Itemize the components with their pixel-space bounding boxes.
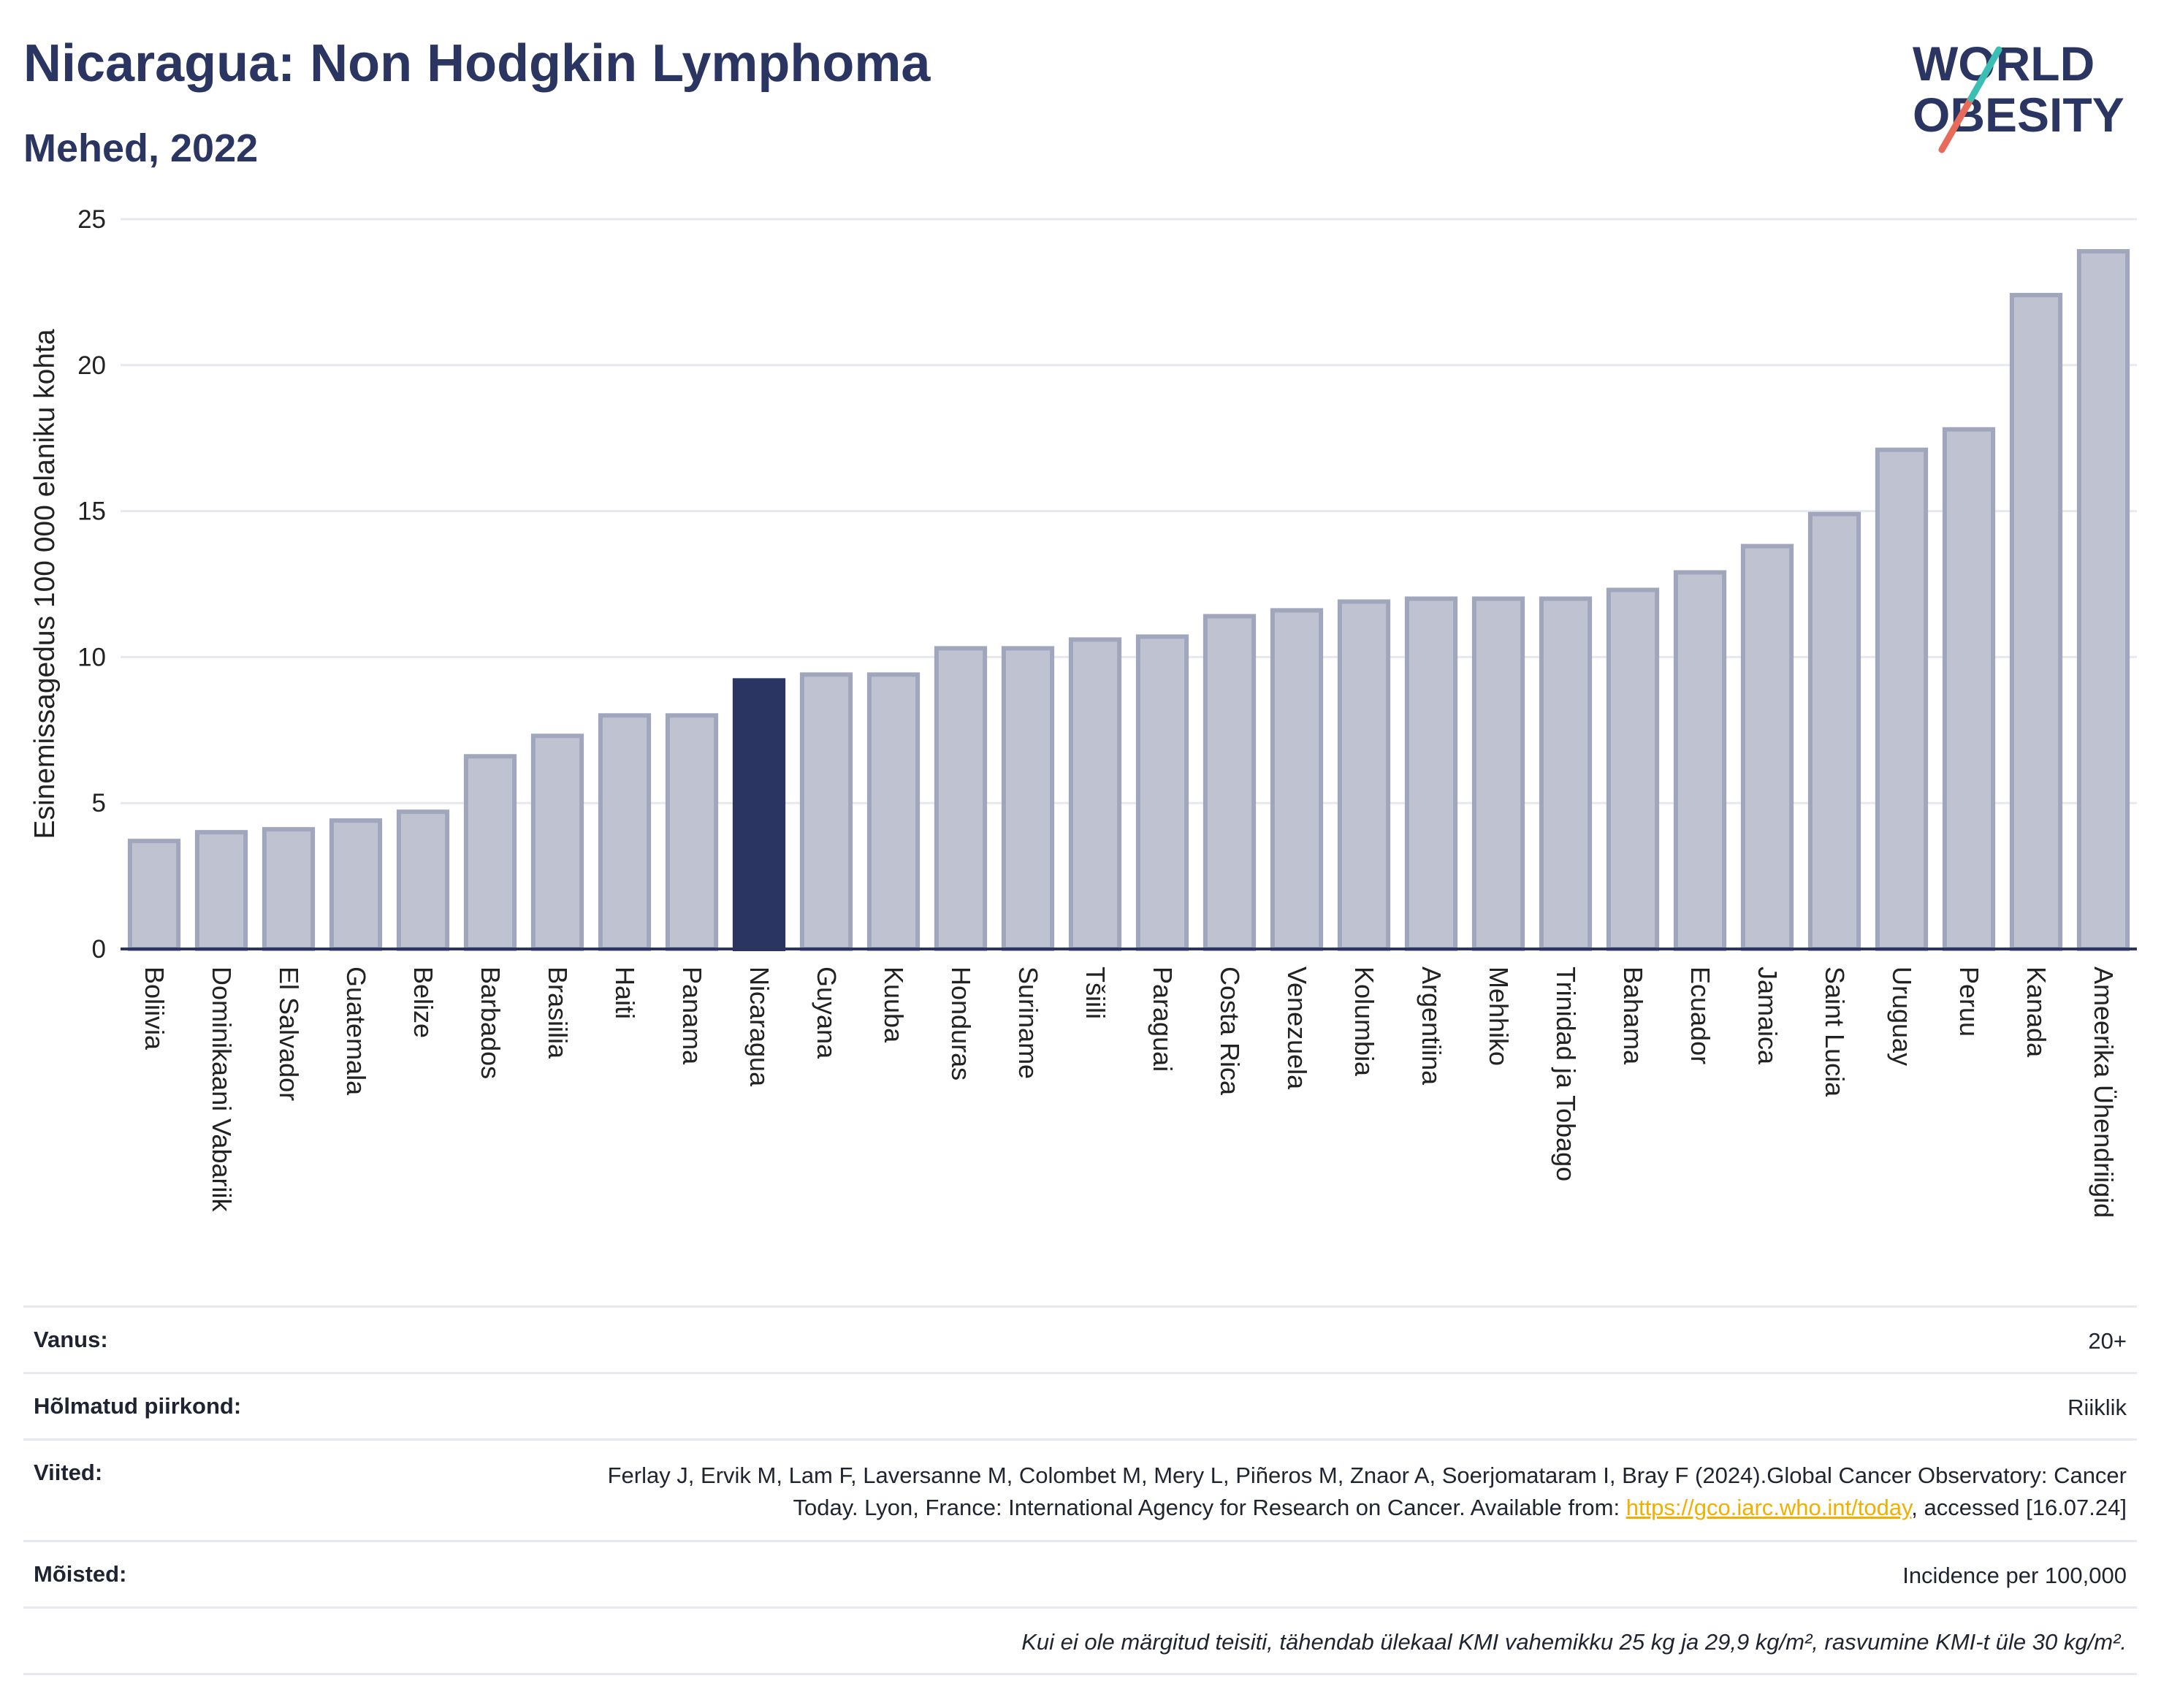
meta-value-note: Kui ei ole märgitud teisiti, tähendab ül…	[1021, 1629, 2127, 1655]
y-tick-label: 5	[92, 789, 106, 817]
y-axis-label: Esinemissagedus 100 000 elaniku kohta	[29, 329, 61, 839]
x-tick-label: Kolumbia	[1349, 967, 1379, 1077]
bar	[934, 646, 988, 951]
x-tick-label: Brasiilia	[543, 967, 573, 1059]
x-tick-label: Haiti	[610, 967, 640, 1019]
x-tick-label: Tšiili	[1080, 967, 1110, 1019]
bar	[1404, 596, 1458, 951]
y-tick-label: 15	[77, 497, 106, 526]
logo-slash-red	[1938, 95, 1975, 153]
meta-label-region: Hõlmatud piirkond:	[34, 1393, 242, 1419]
bar	[329, 818, 383, 952]
x-tick-label: Boliivia	[140, 967, 169, 1051]
bar	[1471, 596, 1525, 951]
bar	[530, 733, 584, 951]
bar	[665, 713, 719, 951]
bar	[1740, 544, 1794, 951]
meta-value-definitions: Incidence per 100,000	[1902, 1563, 2127, 1588]
meta-row-definitions: Mõisted: Incidence per 100,000	[23, 1540, 2137, 1606]
reference-accessed: , accessed [16.07.24]	[1911, 1495, 2127, 1520]
bar-chart: 0 5 10 15 20 25 Esinemissagedus 100 000 elanik…	[29, 205, 2137, 1218]
bar	[1539, 596, 1593, 951]
bar	[1942, 427, 1996, 951]
x-tick-label: Dominikaani Vabariik	[207, 967, 237, 1212]
x-tick-label: Mehhiko	[1484, 967, 1514, 1066]
bar	[1135, 634, 1189, 951]
bar	[598, 713, 652, 951]
meta-value-age: 20+	[2088, 1328, 2127, 1354]
bar	[1068, 637, 1122, 951]
reference-link[interactable]: https://gco.iarc.who.int/today	[1625, 1495, 1912, 1520]
bar	[1337, 599, 1391, 951]
bar	[2009, 292, 2063, 951]
bar	[799, 672, 853, 951]
bar	[1203, 614, 1257, 951]
logo-line-1: WORLD	[1913, 37, 2095, 91]
x-tick-label: Panama	[677, 967, 707, 1065]
x-tick-label: Kanada	[2021, 967, 2051, 1058]
bar	[194, 830, 248, 952]
x-tick-label: Jamaica	[1753, 967, 1783, 1065]
y-tick-label: 0	[92, 935, 106, 964]
x-tick-label: El Salvador	[274, 967, 304, 1101]
x-tick-label: Venezuela	[1282, 967, 1312, 1090]
bar	[1807, 511, 1861, 951]
meta-value-references: Ferlay J, Ervik M, Lam F, Laversanne M, …	[607, 1460, 2127, 1524]
metadata-table: Vanus: 20+ Hõlmatud piirkond: Riiklik Vi…	[23, 1305, 2137, 1675]
meta-label-age: Vanus:	[34, 1327, 108, 1352]
x-tick-label: Saint Lucia	[1820, 967, 1850, 1097]
x-tick-label: Kuuba	[879, 967, 909, 1043]
meta-label-definitions: Mõisted:	[34, 1561, 127, 1587]
bar	[2076, 248, 2130, 951]
bar	[1673, 570, 1727, 951]
x-tick-label: Honduras	[946, 967, 976, 1080]
bar	[1875, 447, 1929, 951]
bar	[262, 827, 316, 951]
meta-row-references: Viited: Ferlay J, Ervik M, Lam F, Lavers…	[23, 1438, 2137, 1540]
bar	[1001, 646, 1055, 951]
x-tick-label: Paraguai	[1148, 967, 1178, 1072]
x-tick-label: Bahama	[1618, 967, 1648, 1065]
reference-text: Ferlay J, Ervik M, Lam F, Laversanne M, …	[607, 1463, 2127, 1520]
x-tick-label: Costa Rica	[1215, 967, 1245, 1096]
chart-subtitle: Mehed, 2022	[23, 126, 259, 170]
logo-slash-teal	[1967, 46, 2002, 102]
bar	[866, 672, 921, 951]
meta-row-age: Vanus: 20+	[23, 1305, 2137, 1372]
y-tick-label: 20	[77, 351, 106, 380]
bar	[127, 839, 181, 951]
x-tick-label: Belize	[408, 967, 438, 1038]
x-tick-label: Suriname	[1013, 967, 1043, 1079]
meta-row-region: Hõlmatud piirkond: Riiklik	[23, 1372, 2137, 1438]
x-tick-label: Ecuador	[1685, 967, 1715, 1064]
meta-label-references: Viited:	[34, 1460, 103, 1485]
x-tick-label: Guyana	[812, 967, 842, 1059]
meta-row-note: Kui ei ole märgitud teisiti, tähendab ül…	[23, 1606, 2137, 1675]
x-tick-label: Nicaragua	[744, 967, 774, 1087]
bar	[1270, 608, 1324, 951]
x-tick-label: Ameerika Ühendriigid	[2089, 967, 2119, 1218]
bar	[1606, 587, 1660, 951]
x-tick-label: Guatemala	[341, 967, 371, 1096]
x-tick-label: Barbados	[476, 967, 506, 1079]
world-obesity-logo: WORLD OBESITY	[1913, 37, 2124, 153]
y-tick-label: 25	[77, 205, 106, 234]
x-tick-label: Argentiina	[1417, 967, 1447, 1086]
bar-highlight	[732, 678, 786, 951]
meta-value-region: Riiklik	[2067, 1395, 2127, 1420]
y-tick-label: 10	[77, 643, 106, 671]
x-tick-label: Uruguay	[1887, 967, 1917, 1066]
bar	[396, 809, 450, 951]
bar	[463, 754, 517, 952]
x-tick-label: Peruu	[1954, 967, 1984, 1037]
chart-title: Nicaragua: Non Hodgkin Lymphoma	[23, 34, 931, 93]
x-tick-label: Trinidad ja Tobago	[1551, 967, 1581, 1181]
